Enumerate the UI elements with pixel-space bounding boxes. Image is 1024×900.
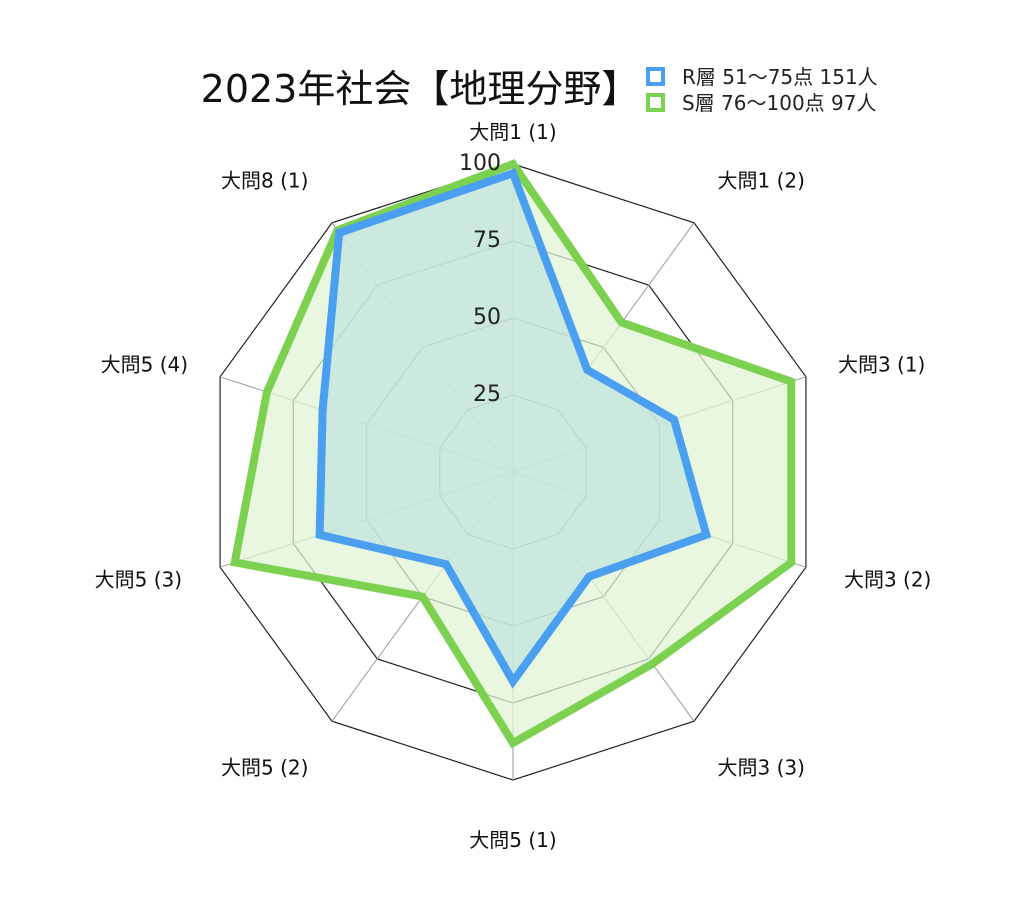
axis-label: 大問5 (1) [469,828,556,852]
tick-label-100: 100 [459,151,501,176]
tick-label-25: 25 [473,382,501,407]
axis-label: 大問3 (3) [718,756,805,780]
chart-title: 2023年社会【地理分野】 [201,67,640,111]
series-line-1 [230,159,796,749]
legend-swatch-s [646,93,665,112]
axis-label: 大問1 (1) [469,120,556,144]
axis-labels: 大問1 (1) 大問1 (2) 大問3 (1) 大問3 (2) 大問3 (3) 大問5 (… [95,120,932,852]
axis-label: 大問1 (2) [718,168,805,192]
axis-label: 大問5 (3) [95,568,182,592]
legend-label-s: S層 76〜100点 97人 [682,91,876,115]
radar-series [230,159,796,749]
axis-label: 大問3 (2) [844,568,931,592]
legend: R層 51〜75点 151人 S層 76〜100点 97人 [646,65,878,115]
axis-label: 大問5 (4) [101,352,188,376]
axis-label: 大問5 (2) [221,756,308,780]
series-line-0 [315,168,712,689]
axis-label: 大問3 (1) [838,352,925,376]
axis-label: 大問8 (1) [221,168,308,192]
radial-tick-labels: 25 50 75 100 [459,151,501,407]
legend-label-r: R層 51〜75点 151人 [682,65,878,89]
tick-label-50: 50 [473,305,501,330]
tick-label-75: 75 [473,228,501,253]
legend-swatch-r [646,67,665,86]
